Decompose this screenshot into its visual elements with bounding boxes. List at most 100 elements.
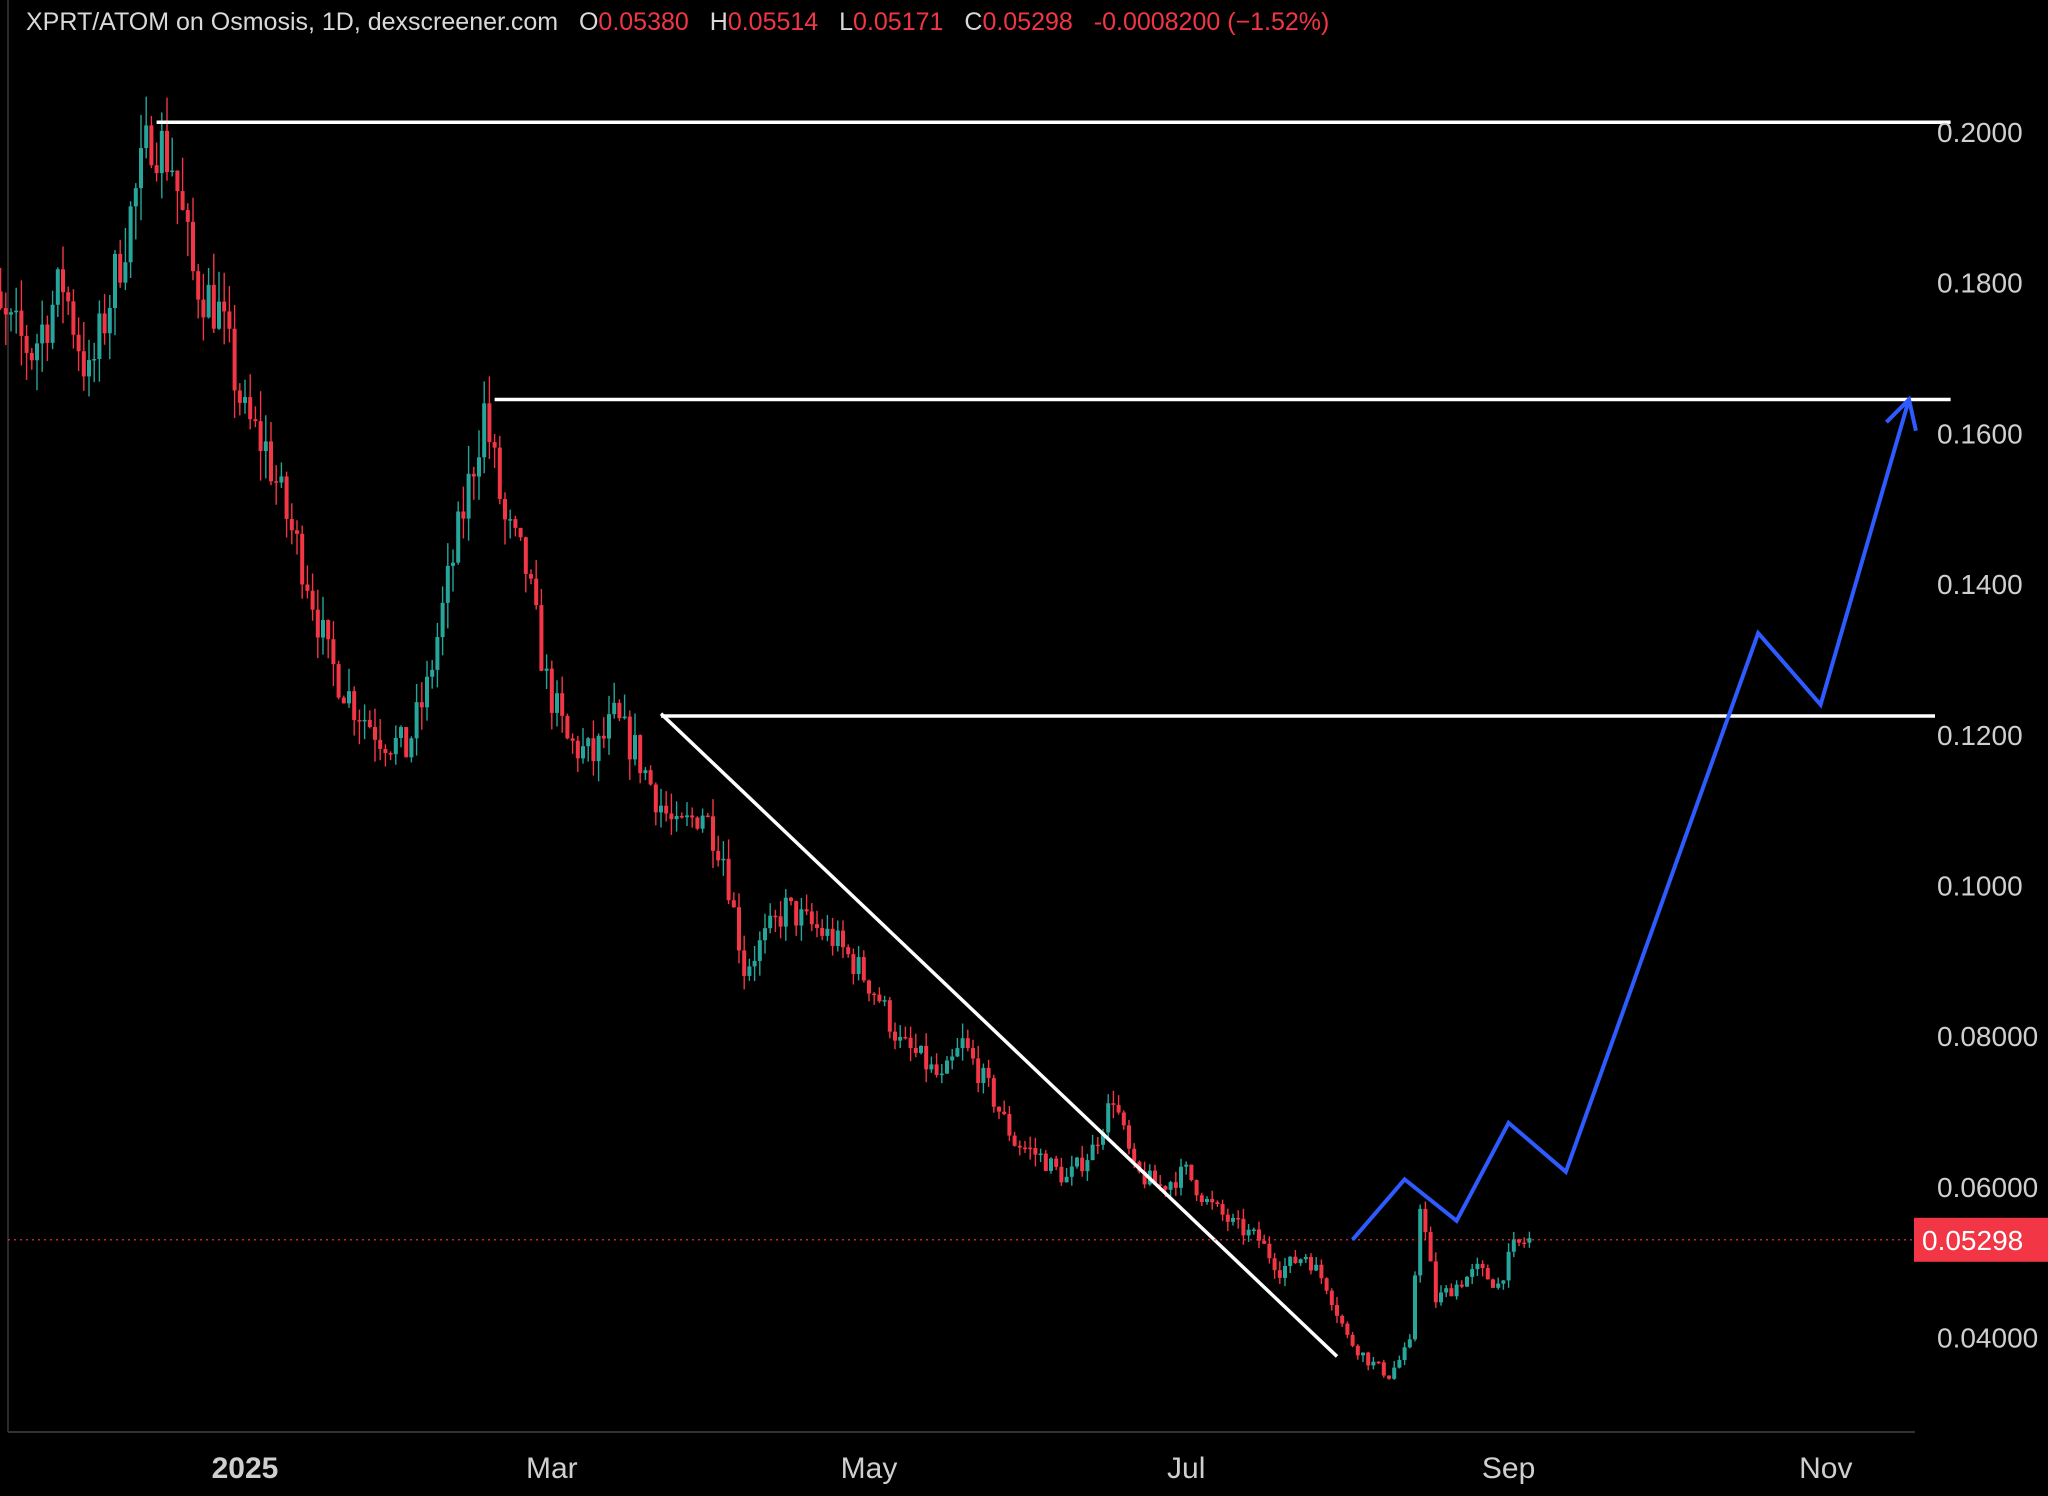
candle [976, 1045, 981, 1093]
candle [1272, 1252, 1277, 1279]
candle [347, 668, 351, 708]
candle [1220, 1199, 1225, 1221]
candle-body [206, 284, 211, 318]
candle-body [279, 476, 284, 483]
candle-body [1283, 1265, 1287, 1278]
candle-body [367, 719, 372, 727]
candle-body [945, 1060, 949, 1074]
candle [1361, 1352, 1365, 1363]
candle [929, 1056, 934, 1073]
candle [1506, 1243, 1511, 1288]
candle [653, 782, 658, 826]
candle [1329, 1288, 1334, 1311]
price-tick-label: 0.08000 [1937, 1021, 2038, 1052]
candle [851, 948, 856, 985]
candle [1449, 1283, 1454, 1297]
candle [35, 333, 39, 391]
candle [1340, 1314, 1345, 1327]
candle-body [1017, 1145, 1022, 1148]
candle-body [705, 815, 710, 818]
candle [206, 267, 211, 319]
candle-body [492, 442, 497, 448]
candle [456, 501, 461, 565]
candle-body [315, 609, 320, 638]
candle [747, 958, 752, 981]
current-price-tag: 0.05298 [1914, 1217, 2048, 1262]
candle-body [1298, 1259, 1303, 1264]
candle-body [66, 292, 71, 302]
candle [435, 622, 440, 688]
candle-body [258, 421, 263, 452]
candle [139, 114, 143, 221]
candle-body [674, 815, 679, 820]
candle-body [1350, 1334, 1355, 1346]
candle-body [1158, 1184, 1163, 1187]
candle-body [908, 1037, 913, 1048]
candle-body [1345, 1323, 1350, 1335]
candle [1444, 1285, 1449, 1298]
candle-body [1121, 1112, 1126, 1126]
candle-body [1335, 1305, 1339, 1316]
candle-body [1272, 1258, 1277, 1271]
candle [487, 376, 492, 459]
candle-body [217, 301, 221, 329]
candle-body [815, 924, 819, 928]
candle [607, 695, 611, 755]
close-label: C [964, 8, 983, 36]
candle [201, 273, 206, 341]
candle-body [1246, 1229, 1251, 1236]
candle-body [1314, 1264, 1319, 1271]
candle [113, 250, 117, 336]
candle [560, 676, 565, 733]
candle [570, 733, 575, 754]
candle-body [55, 269, 60, 305]
candle-body [513, 519, 518, 528]
candle [893, 1022, 897, 1050]
candle [685, 802, 689, 827]
candle [492, 434, 497, 469]
candle [601, 717, 606, 749]
candle [1251, 1227, 1256, 1235]
candle-body [1153, 1170, 1157, 1185]
time-axis[interactable]: 2025 Mar May Jul Sep Nov [212, 1452, 1853, 1485]
candle [1407, 1334, 1412, 1349]
candle [1402, 1342, 1407, 1366]
candle [1454, 1280, 1459, 1300]
candle-body [71, 301, 76, 335]
candle [367, 710, 372, 729]
candle-body [331, 639, 336, 665]
candle-body [887, 1000, 892, 1032]
price-tick-label: 0.04000 [1937, 1323, 2038, 1354]
candle [726, 839, 731, 905]
candle [1194, 1179, 1199, 1201]
candle-body [1090, 1144, 1095, 1161]
candle-body [1095, 1144, 1100, 1147]
candle [471, 466, 476, 500]
candle [211, 253, 216, 333]
candle-body [419, 702, 424, 708]
candle [627, 710, 632, 781]
candle-body [726, 858, 731, 901]
candle-body [336, 664, 341, 698]
candle [737, 893, 741, 964]
candle [1522, 1237, 1527, 1248]
candle [170, 137, 175, 177]
candle-body [685, 815, 689, 818]
candle-body [180, 191, 185, 210]
candle-body [1059, 1166, 1064, 1183]
candle-body [1069, 1166, 1074, 1177]
price-axis[interactable]: 0.2000 0.1800 0.1600 0.1400 0.1200 0.1000 0.08… [1914, 117, 2048, 1354]
candle [835, 920, 840, 952]
candle-body [1241, 1218, 1246, 1236]
candle-body [9, 312, 13, 315]
candle-body [274, 481, 279, 483]
candle-body [232, 328, 237, 391]
candle-body [175, 170, 180, 192]
candle-body [518, 527, 523, 538]
candle-body [435, 637, 440, 670]
candle-body [404, 727, 409, 758]
candle-body [638, 735, 643, 774]
candle [898, 1025, 903, 1048]
candle [29, 348, 34, 370]
